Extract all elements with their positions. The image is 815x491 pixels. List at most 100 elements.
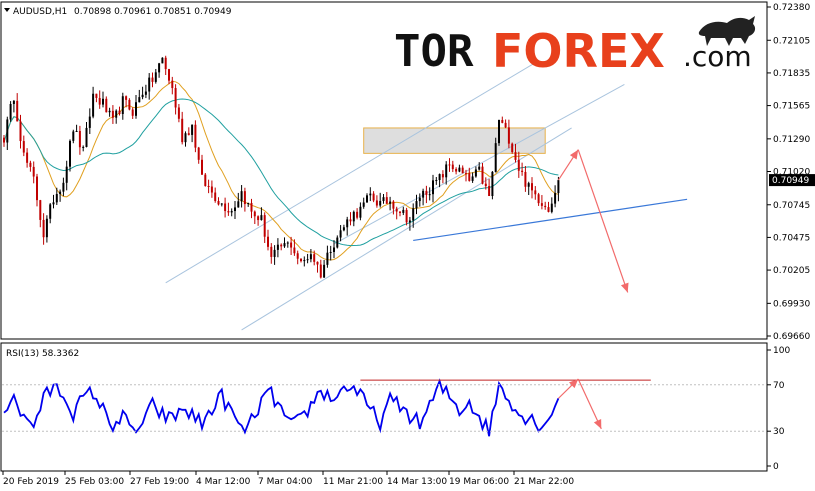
forecast-arrows	[557, 149, 629, 293]
candle-body	[98, 97, 101, 105]
candle-body	[521, 170, 524, 172]
rsi-tick-label: 30	[773, 427, 785, 437]
candle-body	[12, 100, 15, 104]
price-tick-label: 0.69660	[773, 332, 810, 342]
candle-body	[389, 201, 392, 204]
candle-body	[148, 77, 151, 92]
candle-body	[177, 107, 180, 119]
time-tick-label: 25 Feb 03:00	[65, 477, 124, 487]
candle-body	[478, 166, 481, 170]
candle-body	[234, 207, 236, 212]
logo-com-text: .com	[683, 40, 752, 73]
time-tick-label: 20 Feb 2019	[3, 477, 59, 487]
candle-body	[445, 164, 448, 178]
candle-body	[78, 130, 81, 148]
candle-body	[415, 201, 418, 209]
symbol-label: AUDUSD,H1	[13, 7, 67, 17]
candle-body	[128, 99, 131, 110]
candle-body	[62, 182, 65, 192]
candle-body	[362, 202, 365, 207]
candle-body	[372, 193, 375, 201]
candle-body	[458, 167, 461, 172]
candle-body	[557, 180, 560, 194]
candle-body	[204, 174, 207, 186]
candle-body	[316, 261, 319, 265]
rsi-indicator	[2, 378, 766, 437]
candle-body	[201, 159, 203, 175]
candle-body	[286, 242, 289, 244]
rsi-tick-label: 100	[773, 346, 790, 356]
channel-lower-line	[241, 127, 572, 331]
candle-body	[326, 252, 329, 265]
candle-body	[547, 207, 550, 212]
candle-body	[194, 124, 197, 148]
candle-body	[125, 96, 128, 100]
candle-body	[346, 219, 349, 228]
candle-body	[92, 93, 95, 117]
candle-body	[45, 218, 48, 238]
candle-body	[247, 202, 250, 205]
candle-body	[227, 211, 230, 213]
candle-body	[52, 202, 55, 205]
candle-body	[108, 110, 111, 113]
candle-body	[118, 110, 121, 115]
candle-body	[461, 167, 464, 174]
candle-body	[405, 209, 408, 223]
candle-body	[448, 164, 451, 166]
candle-body	[514, 152, 517, 160]
candle-body	[69, 140, 71, 167]
time-tick-label: 14 Mar 13:00	[387, 477, 447, 487]
candle-body	[220, 203, 223, 205]
candle-body	[369, 193, 372, 196]
candle-body	[336, 237, 339, 248]
time-tick-label: 19 Mar 06:00	[449, 477, 509, 487]
candle-body	[32, 166, 35, 177]
candle-body	[309, 254, 312, 260]
candle-body	[534, 190, 537, 195]
candle-body	[276, 244, 279, 250]
rsi-chart-frame	[0, 342, 768, 472]
candle-body	[329, 251, 332, 253]
candle-body	[465, 173, 467, 175]
candle-body	[554, 193, 557, 204]
candle-body	[481, 166, 484, 184]
channel-upper-line	[165, 62, 536, 284]
candle-body	[349, 219, 352, 222]
candle-body	[243, 191, 246, 205]
candle-body	[263, 215, 266, 237]
candle-body	[6, 119, 9, 143]
candle-body	[3, 137, 5, 143]
ma-slow-line	[3, 98, 559, 247]
rsi-arrow-up-head	[568, 379, 579, 389]
price-tick-label: 0.70475	[773, 233, 810, 243]
candle-body	[36, 176, 38, 201]
price-tick-label: 0.69930	[773, 299, 810, 309]
candle-body	[158, 63, 161, 73]
candle-body	[168, 69, 170, 81]
candle-body	[88, 116, 91, 128]
candle-body	[164, 57, 167, 70]
rsi-arrow-down-head	[593, 419, 602, 429]
torforex-logo: TOR FOREX .com	[394, 16, 756, 78]
time-tick-label: 11 Mar 21:00	[323, 477, 383, 487]
candle-body	[527, 183, 530, 187]
candle-body	[260, 215, 263, 221]
candle-body	[111, 110, 114, 118]
candle-body	[187, 133, 190, 135]
candle-body	[507, 127, 510, 144]
candle-body	[333, 247, 335, 252]
candle-body	[524, 171, 527, 187]
candle-body	[151, 77, 154, 82]
candle-body	[488, 186, 491, 197]
candle-body	[484, 183, 487, 187]
support-trendline	[413, 198, 688, 242]
candle-body	[501, 120, 504, 123]
candle-body	[29, 162, 32, 167]
logo-forex-text: FOREX	[492, 24, 665, 78]
candle-body	[135, 102, 137, 116]
candle-body	[59, 191, 62, 195]
candle-body	[257, 216, 260, 221]
candle-body	[356, 211, 359, 218]
candle-body	[293, 247, 296, 254]
time-axis: 20 Feb 2019 25 Feb 03:00 27 Feb 19:00 4 Mar…	[2, 471, 574, 487]
